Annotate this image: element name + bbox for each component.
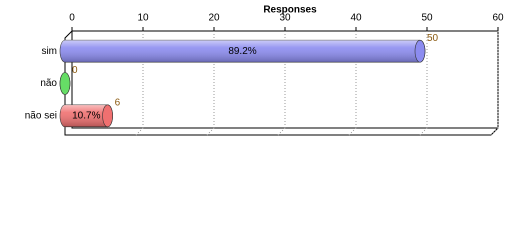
y-tick-label: não	[40, 78, 57, 89]
bar-shade	[60, 40, 425, 63]
percent-label: 89.2%	[228, 46, 256, 57]
bar-cap	[102, 104, 113, 128]
grid-line	[277, 127, 286, 136]
chart-title: Responses	[263, 5, 317, 16]
grid-line	[206, 127, 215, 136]
x-tick-label: 40	[350, 13, 362, 24]
x-tick-label: 50	[421, 13, 433, 24]
bar	[59, 39, 426, 63]
value-label: 50	[427, 33, 439, 44]
percent-label: 10.7%	[72, 110, 100, 121]
grid-line	[135, 127, 144, 136]
x-tick-label: 60	[492, 13, 504, 24]
y-tick-label: sim	[41, 46, 57, 57]
bar-cap	[59, 72, 71, 95]
chart: Responses 0 10 20 30 40 50 60 sim 50 89.2% não 0 não…	[25, 5, 504, 136]
bar-cap	[414, 39, 426, 63]
bar	[59, 72, 71, 95]
value-label: 6	[115, 97, 121, 108]
bar-shade	[60, 104, 113, 127]
bar	[59, 104, 113, 128]
x-tick-label: 10	[137, 13, 149, 24]
x-tick-label: 20	[208, 13, 220, 24]
x-tick-label: 0	[69, 13, 75, 24]
y-tick-label: não sei	[25, 110, 57, 121]
grid-line	[419, 127, 428, 136]
value-label: 0	[72, 65, 78, 76]
grid-line	[348, 127, 357, 136]
x-tick-label: 30	[279, 13, 291, 24]
